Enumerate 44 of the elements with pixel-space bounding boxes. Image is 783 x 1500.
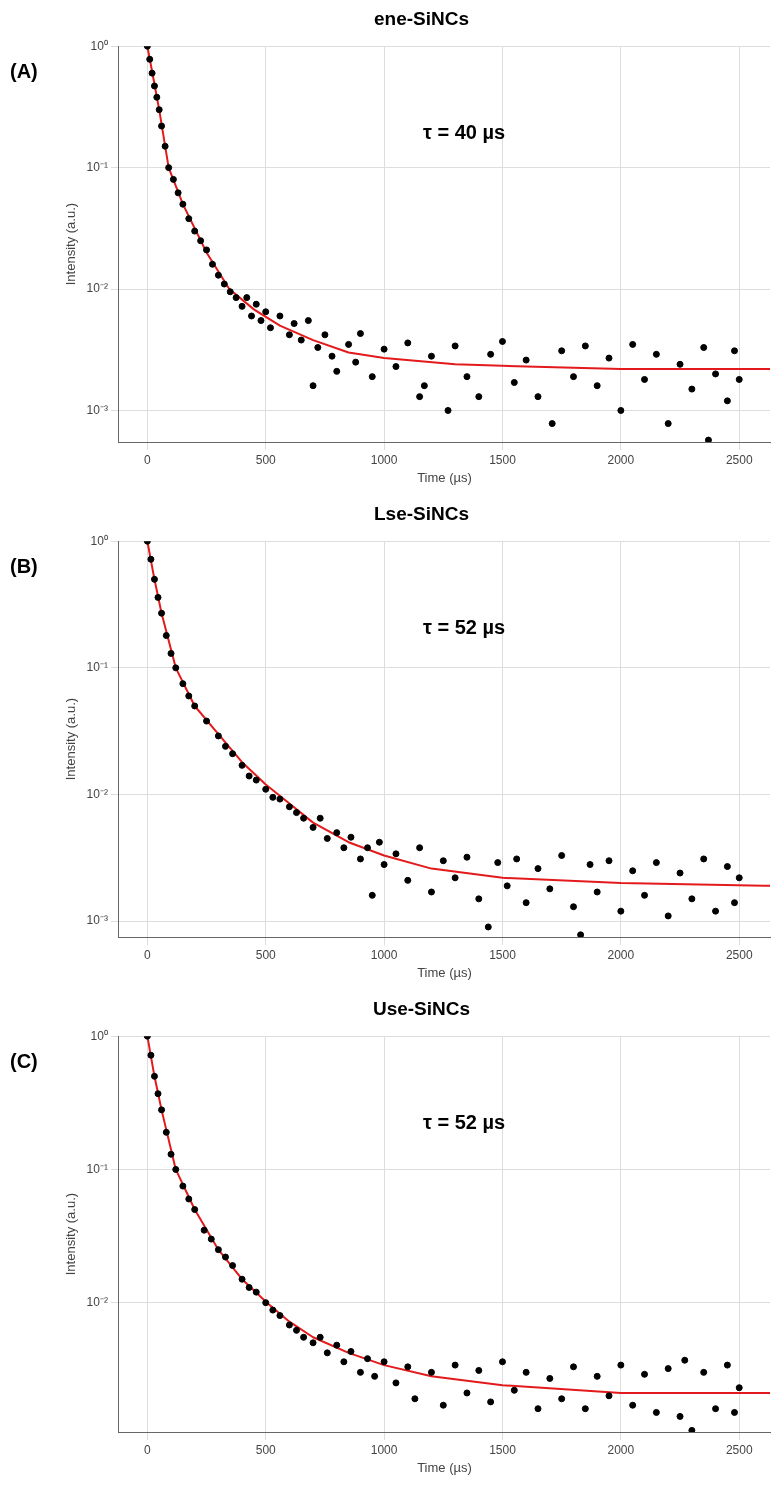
x-tick-label: 1500 — [489, 947, 517, 962]
y-tick-label: 10⁻¹ — [86, 660, 108, 675]
x-tick-label: 2000 — [607, 452, 635, 467]
x-axis-title: Time (µs) — [417, 964, 472, 980]
annotation: τ = 52 µs — [422, 1110, 506, 1133]
x-tick-label: 500 — [255, 452, 277, 467]
x-tick-label: 500 — [255, 947, 277, 962]
y-axis-title: Intensity (a.u.) — [63, 697, 79, 781]
annotation: τ = 52 µs — [422, 615, 506, 638]
y-tick-label: 10⁻² — [86, 1294, 108, 1309]
y-tick-label: 10⁻² — [86, 281, 108, 296]
x-tick-label: 2500 — [725, 1442, 753, 1457]
text: (A) — [10, 60, 38, 83]
x-tick-label: 0 — [144, 452, 152, 467]
y-tick-label: 10⁰ — [90, 1028, 108, 1043]
x-tick-label: 1500 — [489, 1442, 517, 1457]
x-axis-title: Time (µs) — [417, 1459, 472, 1475]
x-tick-label: 500 — [255, 1442, 277, 1457]
x-axis-title: Time (µs) — [417, 469, 472, 485]
y-tick-label: 10⁻³ — [86, 402, 108, 417]
x-tick-label: 2000 — [607, 947, 635, 962]
x-tick-label: 2000 — [607, 1442, 635, 1457]
y-tick-label: 10⁰ — [90, 38, 108, 53]
chart-title: Lse-SiNCs — [373, 503, 470, 525]
y-tick-label: 10⁰ — [90, 533, 108, 548]
x-tick-label: 1000 — [370, 947, 398, 962]
x-tick-label: 1000 — [370, 452, 398, 467]
y-axis-title: Intensity (a.u.) — [63, 202, 79, 286]
chart-title: ene-SiNCs — [373, 8, 470, 30]
chart-title: Use-SiNCs — [371, 998, 472, 1020]
x-tick-label: 2500 — [725, 452, 753, 467]
annotation: τ = 40 µs — [422, 120, 506, 143]
text: (B) — [10, 555, 38, 578]
y-tick-label: 10⁻¹ — [86, 1161, 108, 1176]
y-tick-label: 10⁻¹ — [86, 159, 108, 174]
x-tick-label: 1000 — [370, 1442, 398, 1457]
x-tick-label: 1500 — [489, 452, 517, 467]
text: (C) — [10, 1050, 38, 1073]
x-tick-label: 0 — [144, 947, 152, 962]
x-tick-label: 2500 — [725, 947, 753, 962]
y-axis-title: Intensity (a.u.) — [63, 1192, 79, 1276]
x-tick-label: 0 — [144, 1442, 152, 1457]
y-tick-label: 10⁻² — [86, 786, 108, 801]
y-tick-label: 10⁻³ — [86, 913, 108, 928]
